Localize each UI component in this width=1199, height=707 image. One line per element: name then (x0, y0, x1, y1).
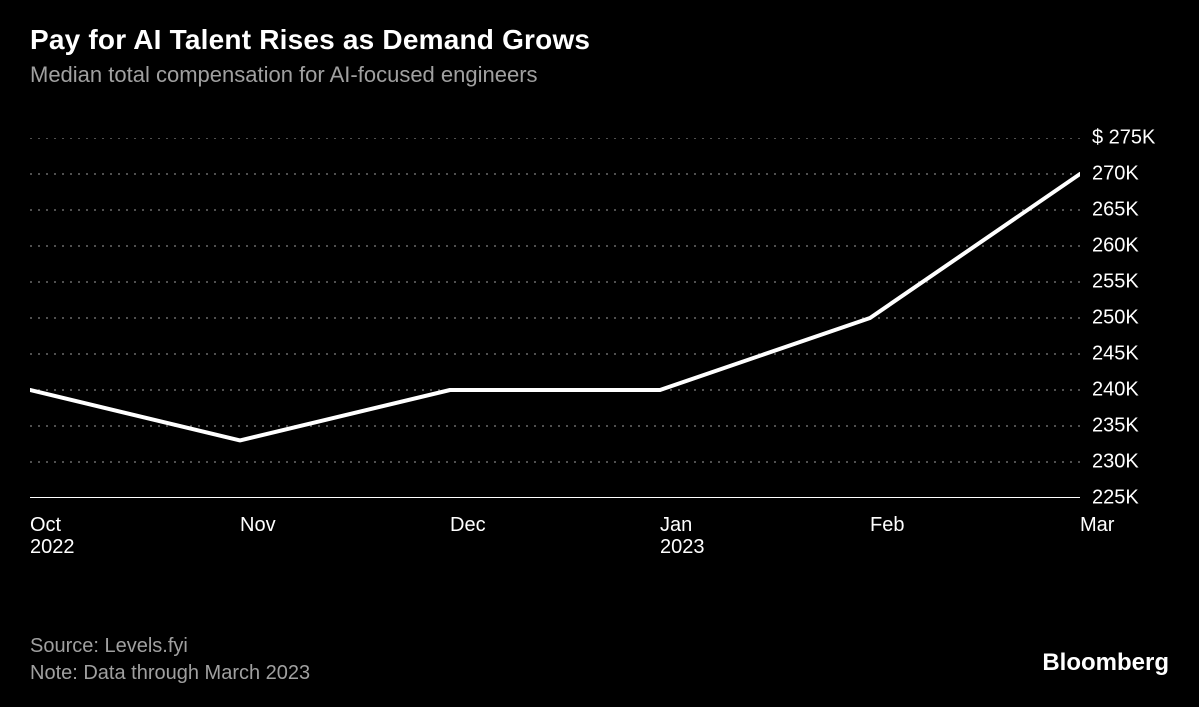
x-axis-labels: Oct2022NovDecJan2023FebMar (30, 510, 1080, 570)
y-axis-tick-label: 260K (1092, 235, 1139, 258)
x-axis-tick-label: Dec (450, 514, 486, 537)
chart-footer: Source: Levels.fyi Note: Data through Ma… (30, 635, 310, 685)
x-axis-tick-label: Oct (30, 514, 61, 537)
x-axis-tick-sublabel: 2022 (30, 536, 75, 559)
y-axis-tick-label: 270K (1092, 163, 1139, 186)
chart-header: Pay for AI Talent Rises as Demand Grows … (0, 0, 1199, 88)
y-axis-tick-label: 245K (1092, 343, 1139, 366)
y-axis-tick-label: 250K (1092, 307, 1139, 330)
note-text: Note: Data through March 2023 (30, 662, 310, 685)
branding-logo: Bloomberg (1042, 649, 1169, 677)
x-axis-tick-sublabel: 2023 (660, 536, 705, 559)
y-axis-tick-label: 255K (1092, 271, 1139, 294)
chart-plot-area (30, 138, 1080, 498)
source-text: Source: Levels.fyi (30, 635, 310, 658)
chart-title: Pay for AI Talent Rises as Demand Grows (30, 24, 1169, 56)
chart-subtitle: Median total compensation for AI-focused… (30, 62, 1169, 88)
x-axis-tick-label: Nov (240, 514, 276, 537)
y-axis-tick-label: 230K (1092, 451, 1139, 474)
x-axis-tick-label: Feb (870, 514, 904, 537)
y-axis-tick-label: 235K (1092, 415, 1139, 438)
x-axis-tick-label: Jan (660, 514, 692, 537)
x-axis-tick-label: Mar (1080, 514, 1114, 537)
y-axis-labels: $ 275K270K265K260K255K250K245K240K235K23… (1092, 138, 1182, 498)
y-axis-tick-label: $ 275K (1092, 127, 1155, 150)
y-axis-tick-label: 225K (1092, 487, 1139, 510)
y-axis-tick-label: 240K (1092, 379, 1139, 402)
y-axis-tick-label: 265K (1092, 199, 1139, 222)
